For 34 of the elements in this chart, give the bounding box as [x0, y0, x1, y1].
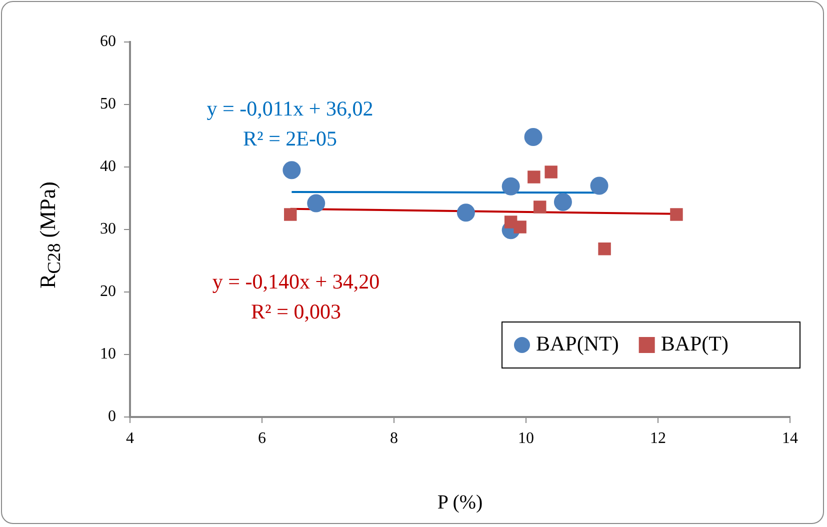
- x-tick-label: 12: [650, 430, 666, 447]
- point: [502, 177, 520, 196]
- point: [528, 170, 540, 184]
- x-tick-label: 6: [258, 430, 266, 447]
- point: [524, 128, 542, 146]
- point: [456, 204, 475, 222]
- point: [284, 208, 297, 221]
- annotation: R² = 2E-05: [243, 126, 337, 151]
- x-axis-title: P (%): [437, 491, 483, 514]
- annotation: R² = 0,003: [251, 300, 341, 324]
- point: [307, 194, 326, 212]
- point: [533, 200, 546, 214]
- point: [670, 208, 683, 221]
- legend-label: BAP(NT): [536, 332, 619, 356]
- y-tick-label: 50: [100, 96, 116, 113]
- point: [554, 193, 572, 211]
- y-tick-label: 60: [100, 33, 116, 50]
- x-tick-label: 8: [390, 430, 398, 447]
- y-tick-label: 40: [100, 158, 116, 176]
- y-tick-label: 0: [108, 408, 116, 426]
- legend-label: BAP(T): [660, 332, 729, 356]
- x-tick-label: 10: [518, 430, 534, 447]
- point: [282, 161, 301, 180]
- y-tick-label: 10: [100, 346, 116, 363]
- point: [598, 242, 611, 256]
- x-tick-label: 4: [126, 430, 134, 447]
- point: [514, 220, 526, 234]
- annotation: y = -0,011x + 36,02: [206, 96, 374, 121]
- annotation: y = -0,140x + 34,20: [212, 270, 380, 294]
- y-tick-label: 20: [100, 283, 116, 300]
- point: [590, 176, 608, 195]
- point: [544, 166, 558, 178]
- x-tick-label: 14: [782, 430, 798, 447]
- y-tick-label: 30: [100, 220, 116, 238]
